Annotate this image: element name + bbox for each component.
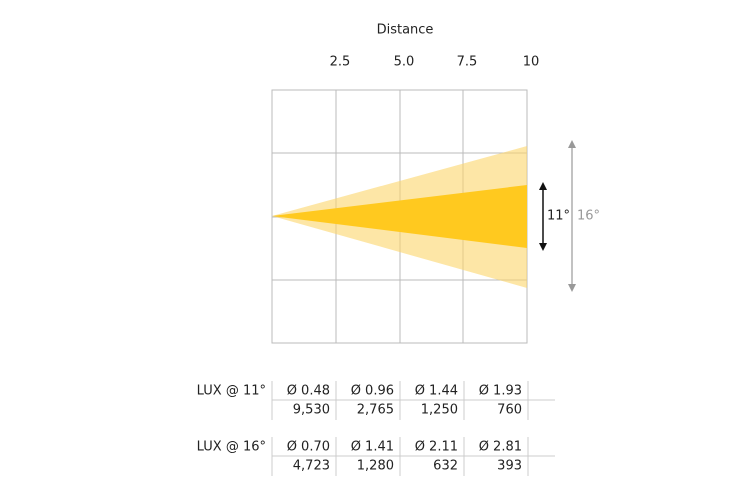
diameter-cell: Ø 1.44 [415, 384, 458, 399]
arrow-16 [568, 140, 576, 292]
diameter-cell: Ø 0.96 [351, 384, 394, 399]
lux-table: LUX @ 11° Ø 0.48 9,530 Ø 0.96 2,765 Ø 1.44 1,2… [197, 381, 555, 476]
diameter-cell: Ø 1.93 [479, 384, 522, 399]
distance-label: 2.5 [330, 55, 351, 70]
diameter-cell: Ø 2.11 [415, 440, 458, 455]
lux-cell: 1,280 [357, 459, 394, 474]
beam-11 [272, 185, 527, 248]
diameter-cell: Ø 0.70 [287, 440, 330, 455]
lux-cell: 632 [433, 459, 458, 474]
diameter-cell: Ø 2.81 [479, 440, 522, 455]
lux-cell: 393 [497, 459, 522, 474]
diameter-cell: Ø 0.48 [287, 384, 330, 399]
row-label: LUX @ 11° [197, 384, 266, 399]
distance-label: 10 [523, 55, 540, 70]
angle-label: 16° [577, 209, 600, 224]
angle-label: 11° [547, 209, 570, 224]
distance-label: 7.5 [457, 55, 478, 70]
distance-labels: 2.5 5.0 7.5 10 [330, 55, 540, 70]
axis-title: Distance [377, 23, 434, 38]
diameter-cell: Ø 1.41 [351, 440, 394, 455]
lux-cell: 9,530 [293, 403, 330, 418]
lux-cell: 760 [497, 403, 522, 418]
distance-label: 5.0 [394, 55, 415, 70]
arrow-11 [539, 182, 547, 251]
row-label: LUX @ 16° [197, 440, 266, 455]
lux-cell: 4,723 [293, 459, 330, 474]
lux-cell: 2,765 [357, 403, 394, 418]
lux-cell: 1,250 [421, 403, 458, 418]
